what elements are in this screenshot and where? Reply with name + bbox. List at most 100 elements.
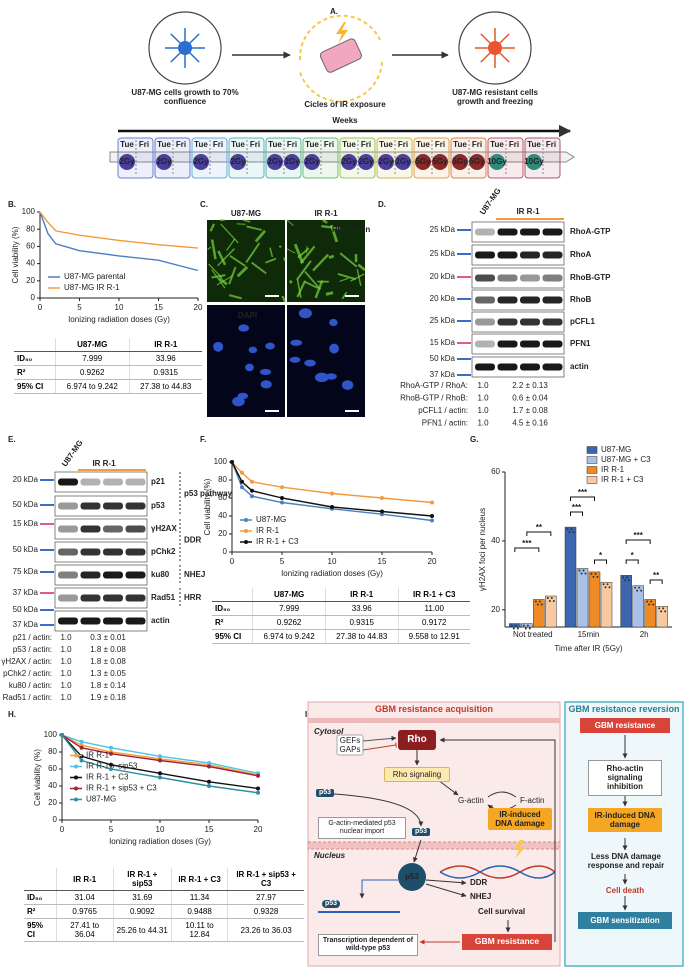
data-point [207, 784, 211, 788]
table-cell: 7.999 [54, 351, 130, 366]
legend-swatch [586, 456, 598, 464]
p53-hub-label: p53 [405, 872, 419, 881]
x-tick-label: 10 [115, 303, 124, 312]
table-row: R² 0.9262 0.9315 [14, 365, 202, 380]
table-cell: 25.26 to 44.31 [112, 918, 172, 942]
ratio-value: 1.0 [477, 394, 489, 403]
significance-label: *** [633, 531, 643, 540]
stats-table: U87-MG IR R-1 ID₅₀ 7.999 33.96 R² 0.9262 0.9315… [14, 338, 202, 394]
y-tick-label: 100 [44, 730, 58, 739]
replicate-dot [592, 575, 595, 578]
table-row: R² 0.9765 0.9092 0.9488 0.9328 [24, 904, 304, 919]
ratio-value: 0.3 ± 0.01 [90, 633, 126, 642]
dose-label: 5Gy [432, 157, 448, 166]
protein-label: PFN1 [570, 339, 591, 348]
blot-band [542, 363, 563, 371]
blot-band [497, 251, 518, 259]
compartment-label: Nucleus [314, 851, 346, 860]
significance-bracket [625, 559, 639, 564]
table-cell: IR R-1 [324, 588, 398, 602]
actin-fiber [211, 269, 226, 289]
marker-label: 15 kDa [430, 338, 456, 347]
replicate-dot [570, 528, 573, 531]
compartment-label: Cytosol [314, 727, 344, 736]
blot-band [497, 296, 518, 304]
data-point [60, 733, 64, 737]
cell-body [178, 41, 192, 55]
dose-marker [452, 154, 468, 170]
p53-node: p53 [412, 828, 430, 837]
p53-hub [398, 863, 426, 891]
panel-label: C. [200, 200, 208, 209]
data-point [109, 767, 113, 771]
table-cell [14, 338, 56, 352]
x-axis-title: Time after IR (5Gy) [554, 644, 622, 653]
actin-fiber [211, 274, 226, 279]
data-point [240, 470, 244, 475]
panel-label: G. [470, 435, 478, 444]
data-point [256, 790, 260, 795]
protein-label: p21 [151, 477, 165, 486]
y-tick-label: 100 [22, 207, 36, 216]
replicate-dot [510, 624, 513, 627]
blot-band [58, 594, 78, 602]
legend-marker [74, 786, 78, 791]
table-cell: 10.11 to 12.84 [170, 918, 228, 942]
legend-swatch [586, 466, 598, 474]
actin-fiber [245, 242, 261, 263]
significance-label: *** [578, 488, 588, 497]
replicate-dot [624, 579, 627, 582]
blot-strip [471, 244, 565, 266]
day-label: Fri [509, 140, 519, 149]
actin-fiber [254, 229, 266, 243]
y-axis-title: Cell viability (%) [11, 226, 20, 283]
data-point [280, 496, 284, 500]
table-row: ID₅₀ 31.04 31.69 11.34 27.97 [24, 890, 304, 905]
dose-marker [432, 154, 448, 170]
blot-band [542, 228, 563, 236]
protein-label: actin [570, 362, 589, 371]
protein-label: pCFL1 [570, 317, 595, 326]
blot-band [475, 274, 495, 282]
pathway-label: HRR [184, 593, 202, 602]
data-point [430, 518, 434, 523]
x-tick-label: 15 [154, 303, 163, 312]
blot-band [520, 363, 540, 371]
day-label: Fri [546, 140, 556, 149]
ratio-value: 1.0 [60, 645, 72, 654]
p53-node: p53 [322, 900, 340, 909]
x-axis-title: Ionizing radiation doses (Gy) [281, 569, 383, 578]
day-label: Tue [231, 140, 245, 149]
replicate-dot [548, 600, 551, 602]
nucleus [259, 368, 272, 376]
dose-label: 2Gy [395, 157, 411, 166]
legend-label: U87-MG [256, 515, 286, 524]
data-point [79, 745, 84, 750]
actin-fiber [209, 223, 216, 232]
protein-label: actin [151, 616, 170, 625]
actin-fiber [304, 270, 322, 290]
micrograph [207, 220, 285, 302]
dose-label: 10Gy [487, 157, 507, 166]
blot-band [475, 228, 495, 236]
table-row: U87-MG IR R-1 IR R-1 + C3 [212, 588, 470, 602]
blot-band [542, 274, 563, 282]
table-cell: IR R-1 + C3 [397, 588, 470, 602]
table-cell: 0.9262 [252, 615, 326, 630]
marker-label: 37 kDa [430, 370, 456, 379]
data-point [430, 500, 434, 505]
table-cell: 0.9172 [397, 615, 470, 630]
replicate-dot [658, 607, 661, 610]
replicate-dot [608, 586, 611, 589]
dose-marker [358, 154, 374, 170]
dna [439, 865, 556, 879]
replicate-dot [602, 583, 605, 586]
regulator-label: GAPs [340, 745, 361, 754]
actin-fiber [304, 281, 319, 289]
legend-marker [74, 764, 78, 769]
replicate-dot [652, 603, 655, 606]
blot-band [475, 318, 495, 326]
x-tick-label: 2h [640, 630, 649, 639]
data-point [380, 509, 384, 514]
